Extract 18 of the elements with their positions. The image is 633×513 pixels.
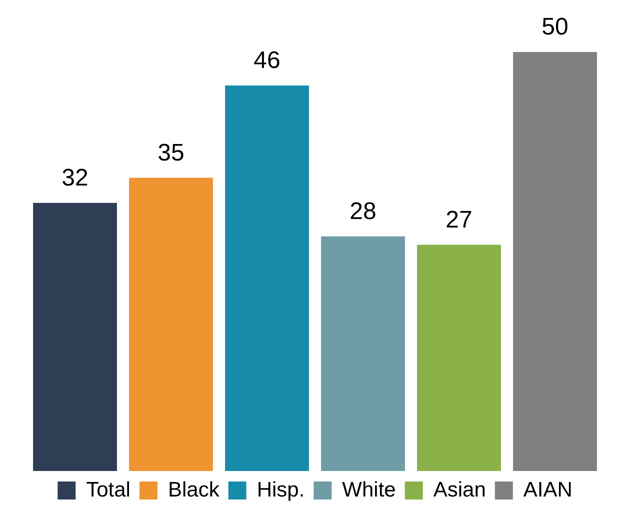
data-label: 27 bbox=[446, 206, 472, 234]
legend-label: Total bbox=[86, 478, 130, 502]
legend-label: AIAN bbox=[523, 478, 572, 502]
bar bbox=[321, 236, 405, 471]
data-label: 50 bbox=[542, 14, 568, 41]
data-label: 32 bbox=[62, 164, 88, 192]
bar bbox=[225, 86, 309, 471]
data-label: 35 bbox=[158, 139, 184, 166]
bar bbox=[513, 52, 597, 471]
bar bbox=[33, 202, 117, 471]
legend-label: Hisp. bbox=[256, 478, 305, 502]
data-label: 46 bbox=[254, 47, 280, 74]
legend-label: Black bbox=[168, 478, 220, 502]
bar bbox=[129, 178, 213, 471]
legend-label: White bbox=[342, 478, 396, 502]
legend-label: Asian bbox=[433, 478, 486, 502]
bar bbox=[417, 244, 501, 471]
data-label: 28 bbox=[350, 198, 376, 225]
